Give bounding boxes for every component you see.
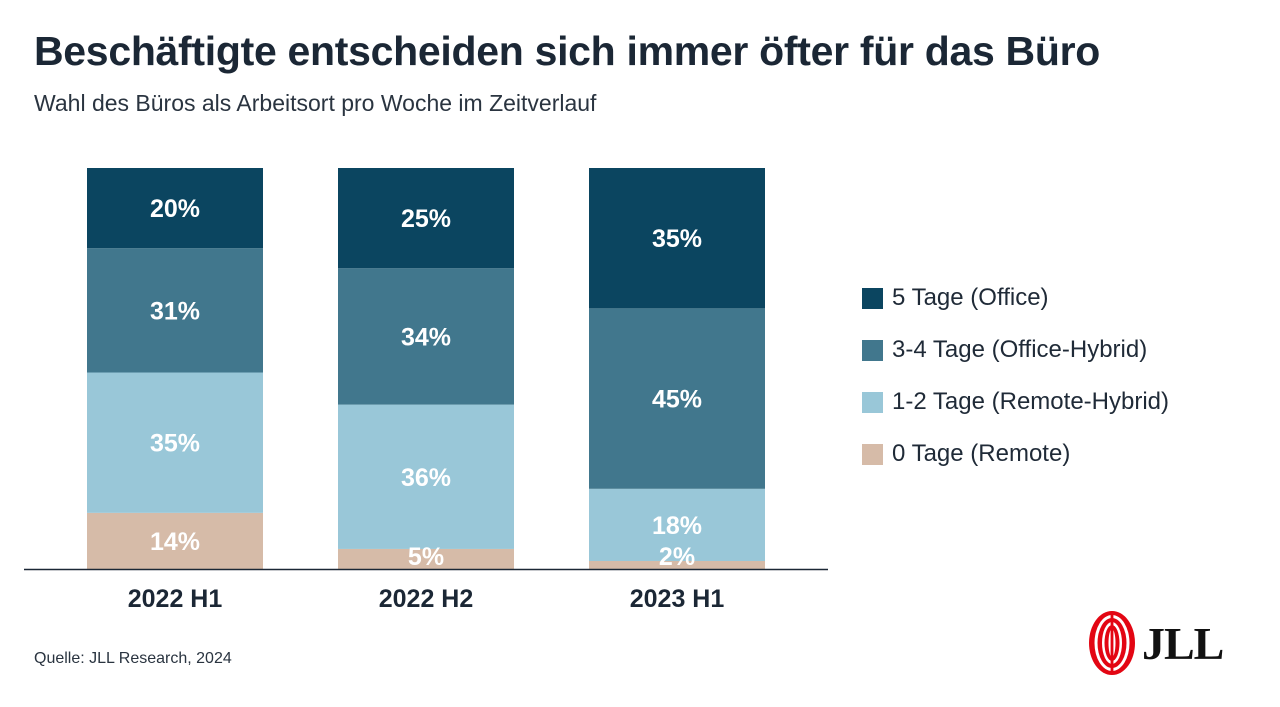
chart-subtitle: Wahl des Büros als Arbeitsort pro Woche … [34,90,597,116]
data-label-2022-h1-5-tage-office: 20% [150,195,200,223]
legend-swatch-3-4-tage [862,339,883,361]
data-label-2022-h1-3-4-tage-office-hybrid: 31% [150,297,200,325]
data-label-2022-h2-3-4-tage-office-hybrid: 34% [401,323,451,351]
chart-title: Beschäftigte entscheiden sich immer öfte… [34,28,1100,74]
source-note: Quelle: JLL Research, 2024 [34,650,232,667]
legend-swatch-1-2-tage [862,391,883,413]
legend-label-3-4-tage: 3-4 Tage (Office-Hybrid) [892,336,1148,363]
data-label-2023-h1-5-tage-office: 35% [652,225,702,253]
x-tick-label-2023-h1: 2023 H1 [630,585,725,613]
data-label-2022-h1-1-2-tage-remote-hybrid: 35% [150,430,200,458]
bar-2023-h1-0-tage-remote [589,560,765,569]
bar-2022-h1-0-tage-remote [87,512,263,569]
x-tick-label-2022-h1: 2022 H1 [128,585,223,613]
legend-swatch-0-tage [862,443,883,465]
legend-swatch-5-tage [862,287,883,309]
data-label-2023-h1-1-2-tage-remote-hybrid: 18% [652,512,702,540]
jll-logo-icon [1089,611,1135,675]
legend-item-5-tage: 5 Tage (Office) [862,272,1169,324]
logo-text: JLL [1142,617,1224,669]
data-label-2023-h1-0-tage-remote: 2% [659,543,695,571]
legend-item-0-tage: 0 Tage (Remote) [862,428,1169,480]
legend-label-0-tage: 0 Tage (Remote) [892,440,1071,467]
legend-item-3-4-tage: 3-4 Tage (Office-Hybrid) [862,324,1169,376]
bar-2023-h1-3-4-tage-office-hybrid [589,308,765,489]
x-tick-label-2022-h2: 2022 H2 [379,585,474,613]
legend-item-1-2-tage: 1-2 Tage (Remote-Hybrid) [862,376,1169,428]
jll-logo: JLL [1088,610,1224,676]
legend-label-5-tage: 5 Tage (Office) [892,284,1049,311]
bar-2022-h2-1-2-tage-remote-hybrid [338,404,514,549]
bar-2023-h1-1-2-tage-remote-hybrid [589,488,765,561]
bar-2022-h2-0-tage-remote [338,548,514,569]
data-label-2022-h2-1-2-tage-remote-hybrid: 36% [401,464,451,492]
legend-label-1-2-tage: 1-2 Tage (Remote-Hybrid) [892,388,1169,415]
stacked-bar-chart: 14% 35% 31% 20% 5% 36% 34% 25% 2% 18% 45% 35% 2022 … [24,168,828,613]
data-label-2022-h2-0-tage-remote: 5% [408,543,444,571]
x-tick-label-group: 2022 H1 2022 H2 2023 H1 [128,585,725,613]
data-label-2022-h1-0-tage-remote: 14% [150,528,200,556]
data-label-2023-h1-3-4-tage-office-hybrid: 45% [652,386,702,414]
data-label-group: 14% 35% 31% 20% 5% 36% 34% 25% 2% 18% 45% 35% [150,195,702,571]
bar-2022-h1-3-4-tage-office-hybrid [87,248,263,373]
legend: 5 Tage (Office) 3-4 Tage (Office-Hybrid)… [862,272,1169,480]
bar-2022-h2-5-tage-office [338,168,514,269]
bar-2023-h1-5-tage-office [589,168,765,309]
bar-2022-h1-5-tage-office [87,168,263,249]
bar-2022-h1-1-2-tage-remote-hybrid [87,372,263,513]
bar-group [87,168,765,569]
data-label-2022-h2-5-tage-office: 25% [401,205,451,233]
bar-2022-h2-3-4-tage-office-hybrid [338,268,514,405]
